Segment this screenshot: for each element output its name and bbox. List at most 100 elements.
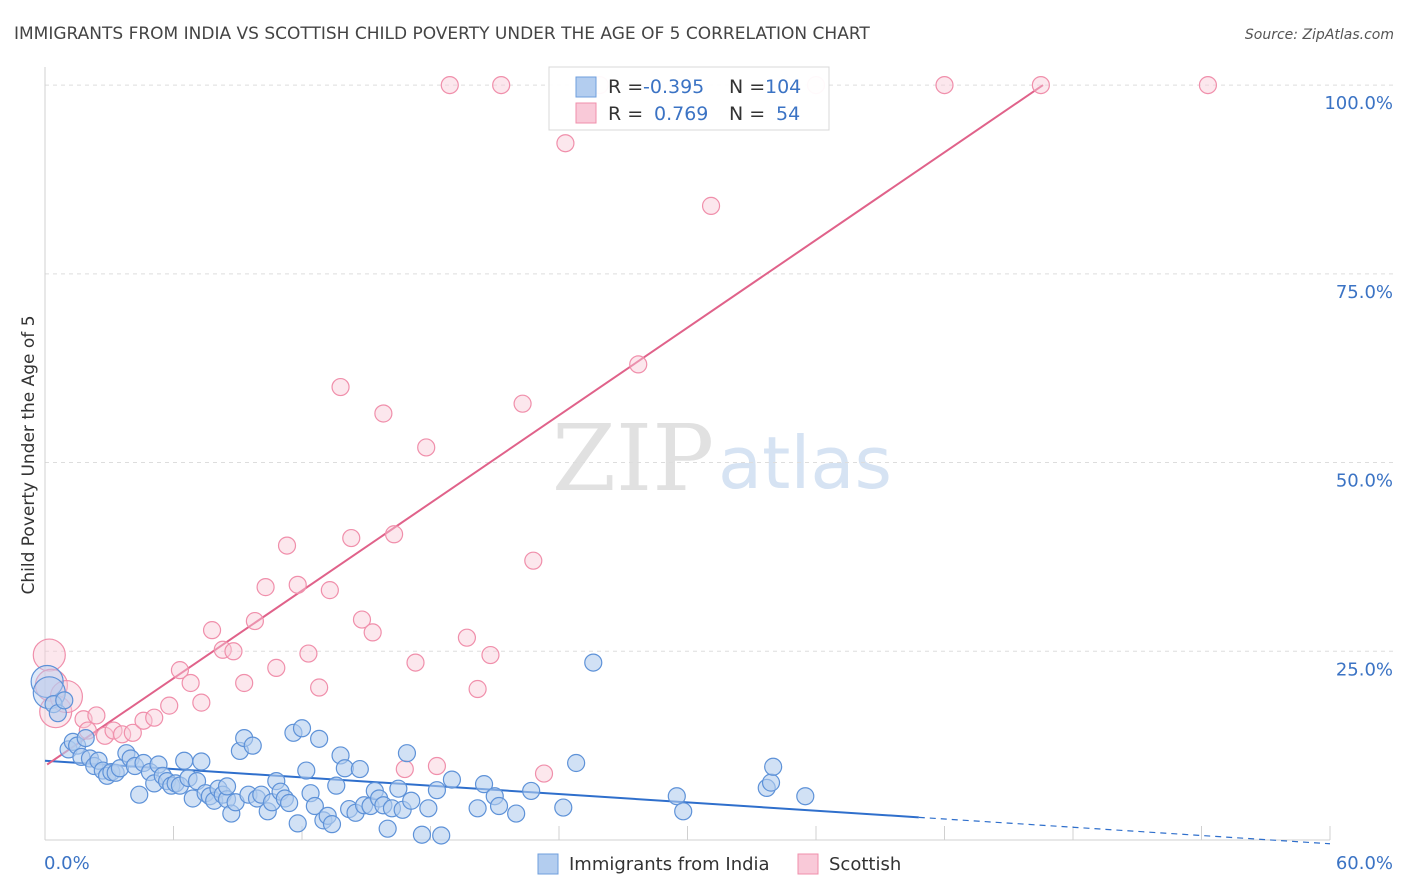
scottish-point (352, 610, 372, 629)
scottish-point (245, 611, 264, 631)
scottish-point (299, 644, 318, 663)
y-tick-label: 50.0% (1336, 471, 1393, 492)
scottish-point (1031, 75, 1050, 95)
y-tick-label: 25.0% (1336, 659, 1393, 680)
india-point (297, 761, 316, 780)
india-point (489, 796, 509, 816)
stats-legend: R = -0.395 N = 104 R = 0.769 N = 54 (548, 66, 830, 131)
y-tick-label: 100.0% (1324, 93, 1393, 114)
legend-n-label-india: N = (729, 76, 765, 98)
india-point (288, 814, 307, 833)
scottish-point (556, 134, 575, 153)
scottish-point (160, 696, 179, 715)
y-tick-label: 75.0% (1336, 282, 1393, 303)
watermark-zip: ZIP (552, 405, 714, 512)
india-point (350, 759, 369, 779)
scottish-point (310, 678, 329, 697)
scottish-point (363, 623, 382, 642)
x-tick-labels: 0.0% 60.0% (44, 853, 1393, 874)
scottish-point (457, 628, 477, 647)
india-point (389, 779, 408, 798)
india-point (310, 729, 329, 748)
scottish-point (440, 75, 459, 95)
x-tick-label: 60.0% (1336, 853, 1393, 874)
scottish-point (170, 661, 190, 680)
india-points (30, 653, 815, 845)
india-point (554, 798, 573, 817)
bottom-legend-scottish: Scottish (829, 854, 901, 875)
scottish-point (524, 551, 543, 570)
scottish-point (235, 673, 254, 693)
scottish-point (701, 196, 721, 215)
scottish-point (1198, 75, 1218, 95)
y-tick-labels: 25.0% 50.0% 75.0% 100.0% (1324, 93, 1393, 680)
india-point (432, 826, 451, 845)
india-point (468, 799, 487, 818)
india-point (419, 799, 438, 818)
legend-r-label-india: R = (608, 76, 643, 98)
scottish-point (427, 756, 447, 776)
india-point (507, 804, 526, 823)
scottish-point (87, 706, 106, 725)
chart-title: IMMIGRANTS FROM INDIA VS SCOTTISH CHILD … (14, 24, 870, 44)
scottish-point (32, 638, 66, 672)
india-point (412, 825, 432, 844)
legend-n-label-scottish: N = (729, 103, 765, 125)
india-point (474, 775, 494, 794)
india-point (522, 781, 541, 801)
india-point (55, 691, 74, 710)
india-point (674, 802, 693, 821)
india-point (402, 791, 421, 810)
legend-swatch-india (575, 76, 597, 98)
scottish-point (134, 711, 153, 730)
india-point (292, 719, 312, 738)
scottish-point (224, 642, 243, 661)
india-point (243, 736, 262, 755)
india-point (217, 777, 237, 796)
india-point (322, 815, 342, 834)
bottom-legend-india: Immigrants from India (569, 854, 770, 875)
india-point (761, 773, 781, 792)
legend-swatch-scottish (575, 102, 597, 124)
india-point (584, 653, 603, 672)
india-point (764, 757, 783, 776)
india-point (130, 785, 149, 804)
scottish-point (374, 404, 393, 423)
scottish-point (481, 645, 500, 665)
scottish-point (267, 658, 286, 677)
scottish-point (104, 721, 123, 740)
india-point (667, 787, 686, 806)
legend-r-value-scottish: 0.769 (654, 103, 708, 125)
bottom-legend-swatch-india (537, 853, 559, 875)
scottish-point (256, 578, 275, 597)
scottish-point (192, 693, 211, 712)
source-label: Source: ZipAtlas.com (1245, 27, 1394, 43)
watermark: ZIP atlas (552, 405, 892, 512)
scottish-point (534, 764, 554, 783)
scottish-point (277, 536, 297, 555)
india-point (567, 753, 586, 773)
scottish-point (145, 708, 164, 727)
legend-n-value-india: 104 (765, 76, 801, 98)
india-point (796, 787, 815, 806)
india-point (397, 744, 417, 763)
india-point (175, 751, 194, 770)
india-point (327, 776, 346, 795)
scottish-point (468, 679, 487, 699)
india-point (442, 770, 462, 789)
x-tick-label: 0.0% (44, 853, 90, 874)
scottish-point (123, 723, 142, 742)
scottish-point (320, 581, 339, 600)
scottish-point (181, 673, 200, 693)
scottish-point (417, 438, 436, 457)
legend-r-value-india: -0.395 (643, 76, 704, 98)
india-point (280, 793, 299, 813)
scottish-point (406, 653, 425, 672)
india-point (305, 796, 324, 816)
india-point (427, 781, 447, 800)
scottish-point (342, 528, 361, 548)
y-axis-label: Child Poverty Under the Age of 5 (19, 315, 39, 594)
gridlines (45, 84, 1394, 652)
india-point (378, 819, 397, 838)
